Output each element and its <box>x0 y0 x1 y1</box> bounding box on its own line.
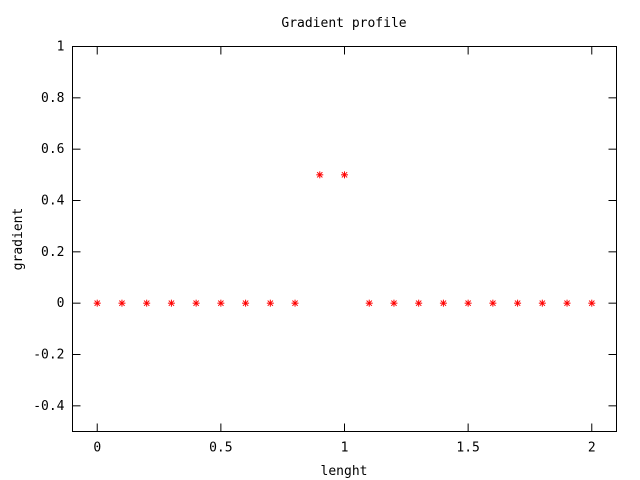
y-tick-label: 0.2 <box>41 245 64 260</box>
data-point <box>217 299 225 307</box>
data-point <box>118 299 126 307</box>
data-point <box>316 171 324 179</box>
y-tick-label: 0.4 <box>41 194 65 209</box>
data-point <box>192 299 200 307</box>
y-axis-label: gradient <box>11 208 26 271</box>
data-point <box>266 299 274 307</box>
x-axis-label: lenght <box>321 464 368 479</box>
data-point <box>365 299 373 307</box>
x-tick-label: 0 <box>93 441 101 456</box>
y-tick-label: -0.2 <box>33 348 64 363</box>
y-tick-label: 0 <box>57 296 65 311</box>
data-point <box>341 171 348 179</box>
y-axis-ticks: -0.4 -0.2 0 0.2 0.4 0.6 0.8 1 <box>33 40 617 414</box>
data-point <box>167 299 175 307</box>
x-axis-ticks: 0 0.5 1 1.5 2 <box>93 46 596 456</box>
x-tick-label: 1.5 <box>456 441 479 456</box>
data-point <box>390 299 398 307</box>
y-tick-label: 0.8 <box>41 91 64 106</box>
y-tick-label: -0.4 <box>33 399 64 414</box>
data-point <box>489 299 497 307</box>
data-point <box>588 299 596 307</box>
x-tick-label: 2 <box>588 441 596 456</box>
x-tick-label: 0.5 <box>209 441 232 456</box>
data-points <box>93 171 596 307</box>
data-point <box>93 299 101 307</box>
data-point <box>143 299 151 307</box>
data-point <box>464 299 472 307</box>
y-tick-label: 1 <box>57 40 65 55</box>
x-tick-label: 1 <box>341 441 349 456</box>
plot-frame <box>72 46 617 432</box>
data-point <box>415 299 423 307</box>
y-tick-label: 0.6 <box>41 142 64 157</box>
data-point <box>538 299 546 307</box>
data-point <box>242 299 250 307</box>
data-point <box>291 299 299 307</box>
data-point <box>563 299 571 307</box>
data-point <box>439 299 447 307</box>
data-point <box>514 299 522 307</box>
chart-title: Gradient profile <box>281 16 406 31</box>
